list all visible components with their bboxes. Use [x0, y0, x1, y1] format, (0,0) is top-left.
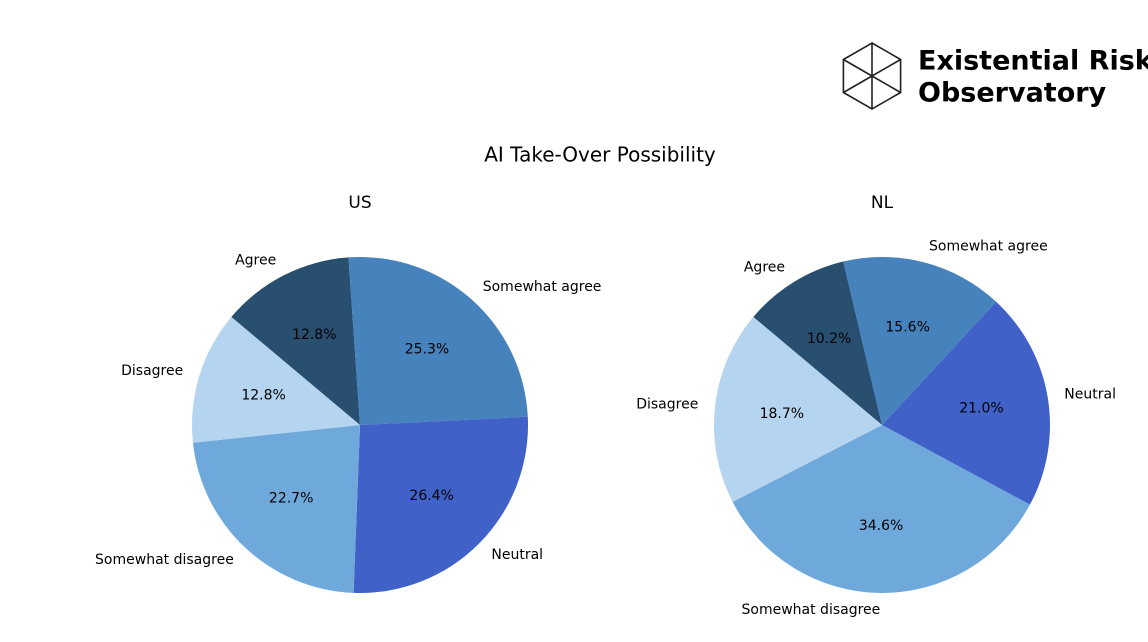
category-label: Agree [235, 252, 276, 268]
pie-slice [753, 261, 882, 425]
chart-title: US [348, 193, 371, 213]
figure-title: AI Take-Over Possibility [484, 143, 716, 167]
logo-lines [843, 43, 901, 109]
value-label: 10.2% [807, 331, 851, 347]
pie-slice [192, 317, 360, 443]
value-label: 22.7% [269, 491, 313, 507]
value-label: 21.0% [959, 400, 1003, 416]
value-label: 12.8% [292, 327, 336, 343]
pie-slice [353, 416, 528, 593]
value-label: 12.8% [241, 388, 285, 404]
category-label: Neutral [491, 547, 543, 563]
category-label: Neutral [1064, 387, 1116, 403]
pie-slice [843, 257, 997, 425]
chart-title: NL [871, 193, 894, 213]
value-label: 15.6% [885, 320, 929, 336]
logo-text: Existential Risk [918, 46, 1148, 77]
pie-slice [882, 301, 1050, 505]
pie-slice [732, 425, 1030, 593]
logo-text: Observatory [918, 78, 1107, 109]
pie-slice [231, 257, 360, 425]
category-label: Disagree [636, 396, 698, 412]
pie-slice [192, 425, 360, 593]
category-label: Somewhat agree [929, 238, 1048, 254]
category-label: Somewhat agree [483, 279, 602, 295]
category-label: Somewhat disagree [742, 602, 881, 618]
category-label: Disagree [121, 363, 183, 379]
value-label: 18.7% [760, 406, 804, 422]
value-label: 25.3% [405, 342, 449, 358]
category-label: Somewhat disagree [95, 552, 234, 568]
category-label: Agree [744, 260, 785, 276]
pie-slice [714, 317, 882, 502]
pie-slice [348, 257, 528, 425]
value-label: 34.6% [859, 518, 903, 534]
logo [842, 42, 902, 110]
value-label: 26.4% [409, 488, 453, 504]
